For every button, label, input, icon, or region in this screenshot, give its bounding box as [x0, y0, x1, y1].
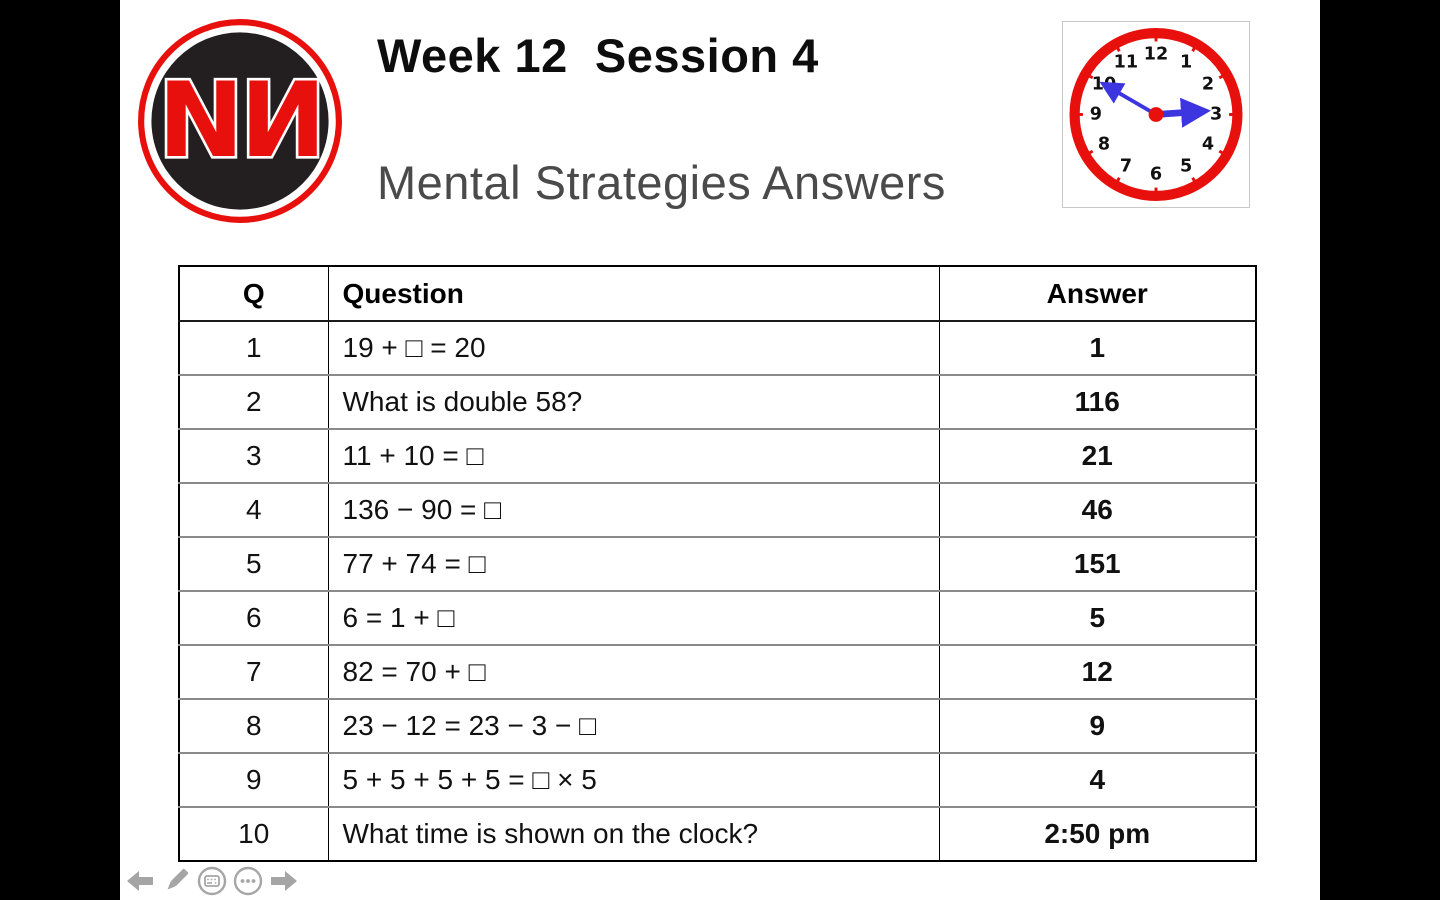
school-logo: NИ	[137, 18, 343, 224]
next-slide-button[interactable]	[268, 866, 299, 897]
logo-icon: NИ	[138, 19, 342, 223]
right-arrow-icon	[270, 871, 297, 891]
header-answer: Answer	[939, 266, 1256, 322]
table-row: 5 77 + 74 = □ 151	[179, 536, 1256, 591]
svg-text:1: 1	[1180, 53, 1192, 73]
question-cell: 11 + 10 = □	[328, 428, 940, 483]
svg-text:7: 7	[1120, 156, 1132, 176]
table-row: 2 What is double 58? 116	[179, 374, 1256, 429]
answers-table: Q Question Answer 1 19 + □ = 20 1 2 What is …	[178, 265, 1257, 862]
ellipsis-circle-icon	[233, 866, 262, 896]
question-cell: 77 + 74 = □	[328, 536, 940, 591]
answer-cell: 12	[939, 644, 1256, 699]
letterbox-left	[0, 0, 120, 900]
svg-text:3: 3	[1210, 105, 1222, 125]
svg-text:12: 12	[1144, 44, 1168, 64]
table-header-row: Q Question Answer	[179, 266, 1256, 322]
question-cell: 5 + 5 + 5 + 5 = □ × 5	[328, 752, 940, 807]
minute-hand	[1099, 81, 1157, 117]
question-cell: 82 = 70 + □	[328, 644, 940, 699]
pen-icon	[167, 868, 188, 890]
answer-cell: 9	[939, 698, 1256, 753]
more-options-button[interactable]	[232, 866, 263, 897]
clock-image: 12 1 2 3 4 5 6 7 8 9 10 11	[1062, 21, 1250, 208]
svg-text:5: 5	[1180, 156, 1192, 176]
answer-cell: 5	[939, 590, 1256, 645]
slide: NИ Week 12 Session 4 Mental Strategies A…	[120, 0, 1320, 900]
logo-letters: NИ	[158, 61, 322, 181]
row-number-cell: 1	[179, 320, 329, 375]
row-number-cell: 7	[179, 644, 329, 699]
clock-center-dot	[1148, 107, 1164, 122]
left-arrow-icon	[126, 871, 153, 891]
table-row: 4 136 − 90 = □ 46	[179, 482, 1256, 537]
clock-ticks	[1072, 31, 1240, 198]
answer-cell: 21	[939, 428, 1256, 483]
letterbox-right	[1320, 0, 1440, 900]
captions-circle-icon	[197, 866, 226, 896]
answer-cell: 2:50 pm	[939, 806, 1256, 861]
captions-button[interactable]	[196, 866, 227, 897]
svg-text:11: 11	[1114, 53, 1138, 73]
table-row: 1 19 + □ = 20 1	[179, 320, 1256, 375]
question-cell: 23 − 12 = 23 − 3 − □	[328, 698, 940, 753]
slide-title: Week 12 Session 4	[377, 29, 819, 82]
row-number-cell: 10	[179, 806, 329, 861]
svg-text:4: 4	[1202, 135, 1214, 155]
answer-cell: 4	[939, 752, 1256, 807]
row-number-cell: 5	[179, 536, 329, 591]
slideshow-controls	[124, 864, 299, 898]
header-q: Q	[179, 266, 329, 322]
table-row: 3 11 + 10 = □ 21	[179, 428, 1256, 483]
question-cell: 6 = 1 + □	[328, 590, 940, 645]
slide-subtitle: Mental Strategies Answers	[377, 156, 946, 209]
svg-text:6: 6	[1150, 165, 1162, 185]
header-question: Question	[328, 266, 940, 322]
table-row: 10 What time is shown on the clock? 2:50 p…	[179, 806, 1256, 861]
answer-cell: 116	[939, 374, 1256, 429]
answers-table-body: 1 19 + □ = 20 1 2 What is double 58? 116 3 11 +…	[179, 320, 1256, 861]
row-number-cell: 6	[179, 590, 329, 645]
previous-slide-button[interactable]	[124, 866, 155, 897]
row-number-cell: 8	[179, 698, 329, 753]
answer-cell: 151	[939, 536, 1256, 591]
question-cell: What time is shown on the clock?	[328, 806, 940, 861]
question-cell: 19 + □ = 20	[328, 320, 940, 375]
row-number-cell: 4	[179, 482, 329, 537]
pen-button[interactable]	[160, 866, 191, 897]
row-number-cell: 9	[179, 752, 329, 807]
row-number-cell: 3	[179, 428, 329, 483]
table-row: 8 23 − 12 = 23 − 3 − □ 9	[179, 698, 1256, 753]
row-number-cell: 2	[179, 374, 329, 429]
answer-cell: 46	[939, 482, 1256, 537]
table-row: 7 82 = 70 + □ 12	[179, 644, 1256, 699]
svg-text:9: 9	[1090, 105, 1102, 125]
svg-text:8: 8	[1098, 135, 1110, 155]
question-cell: What is double 58?	[328, 374, 940, 429]
question-cell: 136 − 90 = □	[328, 482, 940, 537]
svg-text:2: 2	[1202, 75, 1214, 95]
answer-cell: 1	[939, 320, 1256, 375]
